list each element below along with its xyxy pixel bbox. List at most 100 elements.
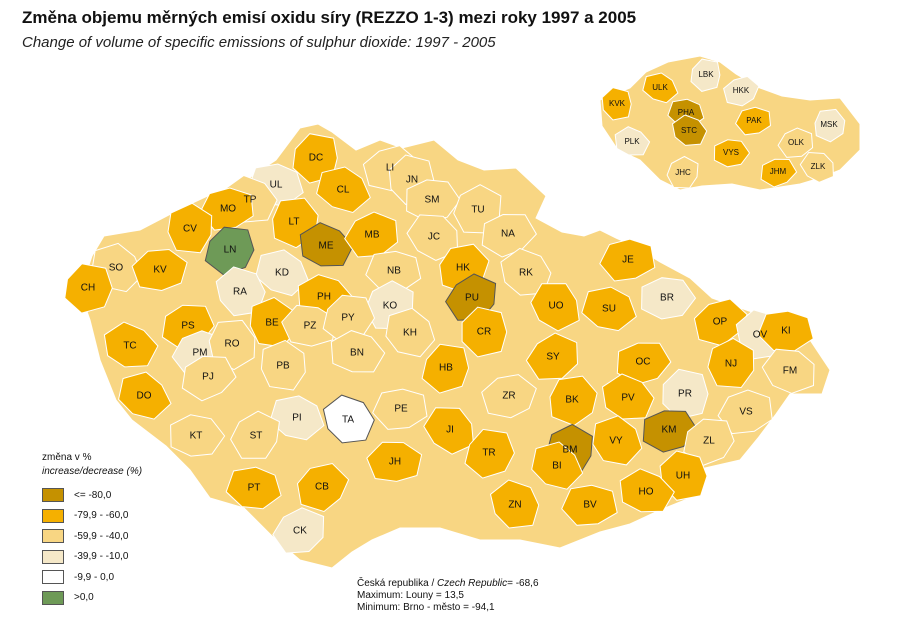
district-label: KM: [662, 425, 677, 436]
region-label: PAK: [746, 116, 762, 125]
region-stc: [671, 114, 708, 146]
legend-row: <= -80,0: [42, 485, 142, 506]
legend-row: -59,9 - -40,0: [42, 526, 142, 547]
district-label: CV: [183, 224, 197, 235]
district-label: JN: [406, 175, 418, 186]
district-label: TC: [123, 341, 136, 352]
district-label: KD: [275, 268, 289, 279]
legend-swatch: [42, 529, 64, 544]
district-hb: [421, 343, 470, 394]
district-pj: [181, 355, 237, 402]
district-su: [581, 286, 637, 332]
district-label: PY: [341, 313, 355, 324]
district-label: CB: [315, 482, 329, 493]
district-tr: [464, 428, 515, 479]
district-label: PH: [317, 292, 331, 303]
region-plk: [614, 126, 651, 156]
district-ji: [423, 407, 475, 455]
district-label: JE: [622, 255, 634, 266]
district-nj: [707, 337, 755, 389]
district-pt: [225, 466, 282, 510]
district-ck: [272, 507, 325, 554]
district-kh: [385, 307, 436, 358]
district-label: MB: [365, 230, 380, 241]
district-label: ZL: [703, 436, 715, 447]
district-zn: [489, 479, 540, 529]
country-name: Česká republika /: [357, 578, 438, 589]
district-label: BN: [350, 348, 364, 359]
region-label: JHM: [770, 167, 787, 176]
legend-label: -9,9 - 0,0: [74, 571, 115, 583]
district-label: UL: [270, 180, 283, 191]
legend-swatch: [42, 590, 64, 605]
district-label: PT: [248, 483, 261, 494]
legend-row: -79,9 - -60,0: [42, 506, 142, 527]
region-label: KVK: [609, 99, 626, 108]
legend-label: -59,9 - -40,0: [74, 530, 129, 542]
district-bi: [531, 441, 584, 490]
legend-subheading: increase/decrease (%): [42, 466, 143, 477]
country-name-en: Czech Republic: [437, 578, 508, 589]
district-label: BM: [563, 445, 578, 456]
region-zlk: [799, 151, 834, 183]
legend-label: -39,9 - -10,0: [74, 551, 129, 563]
region-pak: [735, 106, 772, 136]
region-label: LBK: [698, 70, 714, 79]
region-label: JHC: [675, 168, 691, 177]
legend-row: -39,9 - -10,0: [42, 547, 142, 568]
district-label: LI: [386, 163, 394, 174]
map-title: Změna objemu měrných emisí oxidu síry (R…: [22, 8, 637, 27]
maximum-statistic: Maximum: Louny = 13,5: [357, 590, 464, 601]
district-label: ST: [250, 431, 263, 442]
district-bv: [561, 484, 618, 526]
district-cv: [167, 202, 213, 254]
district-label: PR: [678, 389, 692, 400]
district-rk: [500, 247, 552, 296]
district-label: OP: [713, 317, 728, 328]
district-tc: [103, 321, 159, 368]
district-label: RO: [225, 339, 240, 350]
district-label: HB: [439, 363, 453, 374]
region-olk: [777, 127, 814, 158]
country-value: = -68,6: [507, 578, 539, 589]
district-label: BI: [552, 461, 561, 472]
district-label: DO: [137, 391, 152, 402]
district-op: [693, 298, 748, 347]
district-label: TR: [482, 448, 495, 459]
legend: změna v % increase/decrease (%) <= -80,0…: [42, 452, 142, 608]
district-label: HK: [456, 263, 470, 274]
district-label: BE: [265, 318, 279, 329]
legend-swatch: [42, 488, 64, 503]
legend-heading: změna v %: [42, 452, 92, 463]
district-label: UO: [549, 301, 564, 312]
district-zl: [683, 418, 735, 467]
region-lbk: [690, 58, 721, 92]
district-ta: [322, 394, 375, 444]
legend-label: -79,9 - -60,0: [74, 510, 129, 522]
district-label: LN: [224, 245, 237, 256]
district-label: MO: [220, 204, 236, 215]
district-zr: [481, 374, 537, 419]
district-bn: [330, 330, 386, 373]
district-label: PI: [292, 413, 301, 424]
district-label: KV: [153, 265, 167, 276]
district-label: RK: [519, 268, 533, 279]
region-vys: [713, 139, 751, 168]
region-label: ZLK: [811, 162, 826, 171]
district-label: ZR: [502, 391, 515, 402]
district-label: PB: [276, 361, 290, 372]
legend-label: <= -80,0: [74, 489, 112, 501]
district-label: NA: [501, 229, 515, 240]
region-label: HKK: [733, 86, 750, 95]
region-label: OLK: [788, 138, 805, 147]
region-ulk: [642, 72, 679, 104]
country-statistic: Česká republika / Czech Republic= -68,6: [357, 578, 539, 590]
district-ln: [204, 226, 255, 276]
district-label: KH: [403, 328, 417, 339]
district-label: NB: [387, 266, 401, 277]
district-label: PJ: [202, 372, 214, 383]
district-label: JI: [446, 425, 454, 436]
district-label: TA: [342, 415, 354, 426]
district-label: VS: [739, 407, 753, 418]
